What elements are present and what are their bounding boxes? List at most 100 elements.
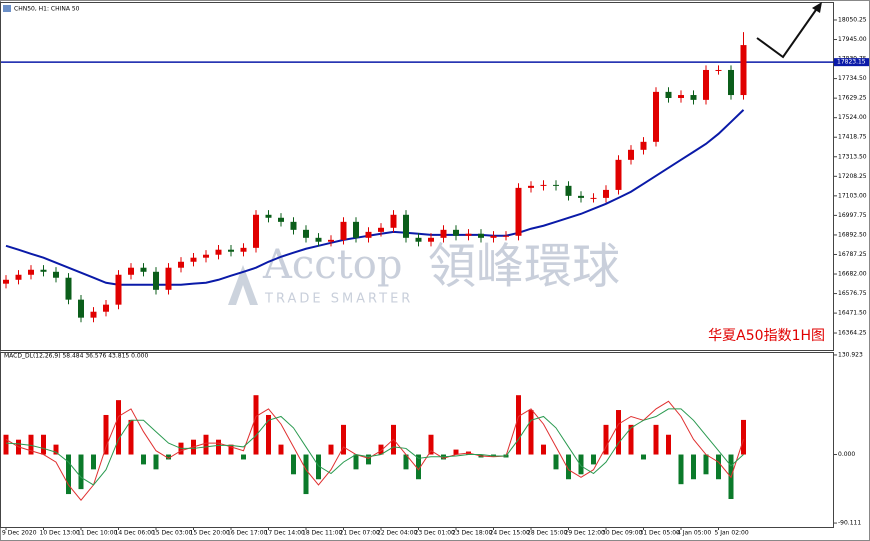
histogram-bar (566, 454, 571, 480)
histogram-bar (303, 454, 309, 495)
watermark-text: Acctop (262, 242, 402, 288)
histogram-bar (603, 424, 609, 455)
main-panel (0, 2, 834, 351)
histogram-bar (228, 444, 234, 455)
y-tick-label: 0.000 (838, 451, 855, 458)
x-tick-label: 30 Dec 09:00 (602, 530, 643, 537)
histogram-bar (278, 444, 284, 455)
x-tick-label: 10 Dec 13:00 (40, 530, 81, 537)
x-tick-label: 11 Dec 10:00 (77, 530, 118, 537)
histogram-bar (316, 454, 321, 480)
y-tick-label: 17208.25 (838, 173, 867, 180)
histogram-bar (103, 414, 109, 455)
candle-body (253, 214, 259, 248)
level-tag (834, 58, 869, 67)
histogram-bar (253, 395, 259, 455)
y-tick-label: 16787.25 (838, 251, 867, 258)
histogram-bar (578, 454, 584, 475)
caption: 华夏A50指数1H图 (708, 328, 825, 344)
candle-body (165, 267, 172, 290)
candle-body (703, 69, 709, 100)
candle-body (365, 231, 372, 238)
candle-body (240, 247, 247, 252)
histogram-bar (616, 410, 621, 455)
candle-body (540, 184, 547, 186)
histogram-bar (203, 434, 209, 455)
y-tick-label: 16997.75 (838, 212, 867, 219)
histogram-bar (378, 444, 384, 455)
chart-title: CHN50, H1: CHINA 50 (14, 6, 80, 13)
candle-body (278, 217, 284, 222)
y-tick-label: 130.923 (838, 351, 863, 358)
level-label: 17823.15 (837, 59, 866, 66)
candle-body (203, 254, 209, 258)
y-tick-label: 17418.75 (838, 134, 867, 141)
candle-body (290, 221, 297, 230)
candle-body (553, 184, 559, 186)
y-tick-label: 16471.50 (838, 310, 867, 317)
histogram-bar (516, 395, 521, 455)
histogram-bar (166, 454, 171, 460)
candle-body (153, 271, 159, 290)
histogram-bar (403, 454, 409, 470)
candle-body (128, 267, 134, 275)
histogram-bar (591, 454, 596, 465)
y-tick-label: 17734.50 (838, 75, 867, 82)
candle-body (440, 229, 447, 238)
candle-body (603, 189, 609, 198)
y-tick-label: 17103.00 (838, 192, 867, 199)
x-tick-label: 21 Dec 07:00 (340, 530, 381, 537)
candle-body (528, 185, 534, 188)
x-tick-label: 23 Dec 18:00 (452, 530, 493, 537)
candle-body (578, 195, 584, 198)
y-tick-label: 17629.25 (838, 95, 867, 102)
histogram-bar (141, 454, 146, 465)
histogram-bar (328, 444, 334, 455)
histogram-bar (366, 454, 371, 465)
candle-body (640, 141, 647, 150)
x-tick-label: 23 Dec 01:00 (415, 530, 456, 537)
candle-body (615, 159, 622, 190)
candle-body (503, 235, 509, 237)
y-tick-label: 17524.00 (838, 114, 867, 121)
candle-body (415, 237, 422, 242)
candle-body (678, 95, 684, 99)
y-tick-label: 16892.50 (838, 231, 867, 238)
histogram-bar (78, 454, 84, 490)
histogram-bar (641, 454, 646, 460)
histogram-bar (691, 454, 696, 480)
histogram-bar (678, 454, 684, 485)
candle-body (215, 249, 222, 255)
candle-body (115, 274, 122, 305)
x-tick-label: 31 Dec 05:00 (640, 530, 681, 537)
histogram-bar (128, 419, 134, 455)
x-tick-label: 18 Dec 11:00 (302, 530, 343, 537)
histogram-bar (353, 454, 359, 470)
x-tick-label: 15 Dec 20:00 (190, 530, 231, 537)
candle-body (53, 271, 59, 278)
candle-body (728, 69, 734, 96)
indicator-line (5, 109, 745, 286)
histogram-bar (241, 454, 246, 460)
histogram-bar (416, 454, 421, 480)
histogram-bar (116, 400, 121, 455)
candle-body (78, 299, 84, 318)
candle-body (665, 91, 672, 99)
candle-body (628, 149, 634, 160)
candle-body (740, 45, 747, 96)
macd-title: MACD_DL(12,26,9) 58.484 36.576 43.815 0.… (4, 353, 149, 360)
candle-body (228, 249, 234, 252)
histogram-bar (28, 434, 34, 455)
macd-panel (0, 352, 834, 528)
x-tick-label: 22 Dec 04:00 (377, 530, 418, 537)
candle-body (15, 274, 22, 280)
candle-body (265, 214, 272, 218)
candle-body (465, 233, 472, 236)
histogram-bar (703, 454, 709, 475)
y-tick-label: 17945.00 (838, 36, 867, 43)
histogram-bar (553, 454, 559, 470)
candle-body (90, 311, 97, 318)
x-tick-label: 5 Jan 02:00 (715, 530, 749, 537)
arrow-head (812, 2, 822, 13)
